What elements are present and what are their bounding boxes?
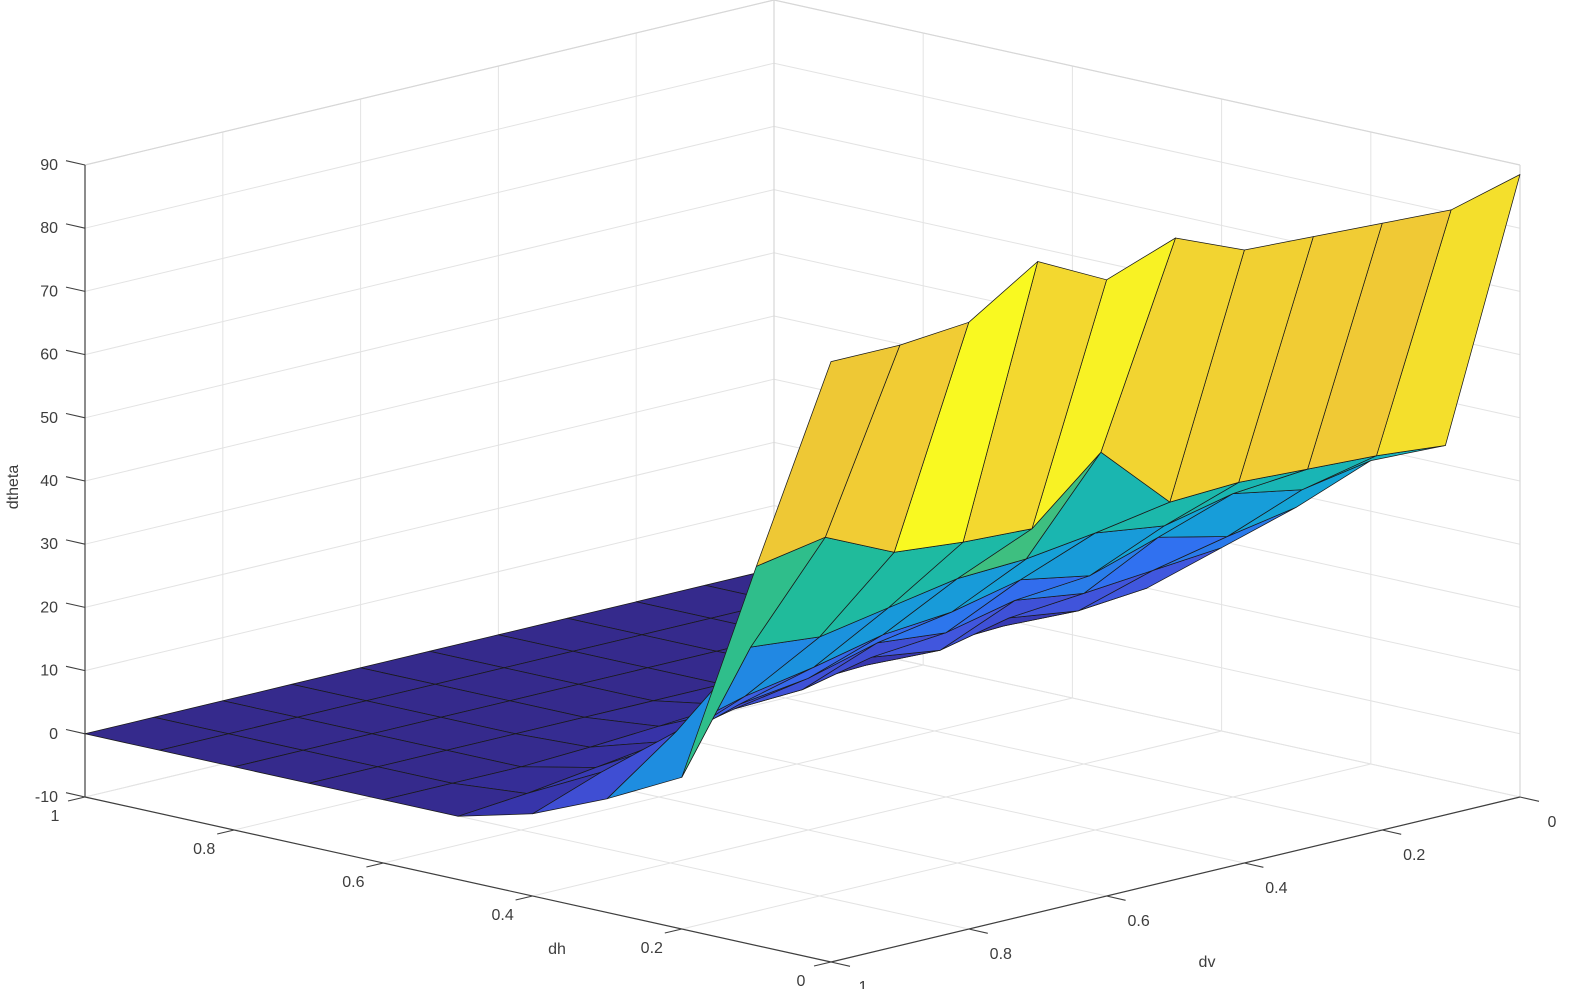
z-tick-label: 50 bbox=[40, 410, 58, 427]
z-axis: -10 0 10 20 30 40 50 60 70 80 90 bbox=[35, 157, 86, 806]
dv-tick-label: 0.2 bbox=[1403, 847, 1425, 864]
dv-tick-label: 1 bbox=[859, 979, 868, 989]
dv-tick-label: 0.8 bbox=[990, 946, 1012, 963]
floor-axes: 0 0.2 0.4 0.6 0.8 1 0 0.2 0.4 0.6 0.8 1 bbox=[51, 796, 1557, 989]
dh-tick-label: 0.4 bbox=[491, 907, 513, 924]
z-tick-label: 10 bbox=[40, 663, 58, 680]
surface-mesh bbox=[84, 174, 1521, 817]
surface-face bbox=[756, 344, 901, 567]
dv-axis-label: dv bbox=[1198, 954, 1216, 971]
z-tick-label: 70 bbox=[40, 283, 58, 300]
dtheta-axis-label: dtheta bbox=[5, 464, 22, 510]
dh-tick-label: 0.2 bbox=[641, 940, 663, 957]
dh-tick-label: 0.8 bbox=[193, 841, 215, 858]
z-tick-label: 80 bbox=[40, 220, 58, 237]
dv-tick-label: 0 bbox=[1548, 814, 1557, 831]
z-tick-label: 30 bbox=[40, 536, 58, 553]
dh-tick-label: 1 bbox=[51, 808, 60, 825]
dh-tick-label: 0 bbox=[797, 973, 806, 989]
dv-tick-label: 0.6 bbox=[1127, 913, 1149, 930]
dv-tick-label: 0.4 bbox=[1265, 880, 1287, 897]
z-tick-label: -10 bbox=[35, 789, 58, 806]
z-tick-label: 20 bbox=[40, 599, 58, 616]
z-tick-label: 90 bbox=[40, 157, 58, 174]
z-tick-label: 0 bbox=[49, 726, 58, 743]
dh-tick-label: 0.6 bbox=[342, 874, 364, 891]
dh-axis-label: dh bbox=[548, 941, 566, 958]
z-tick-label: 40 bbox=[40, 473, 58, 490]
z-tick-label: 60 bbox=[40, 347, 58, 364]
